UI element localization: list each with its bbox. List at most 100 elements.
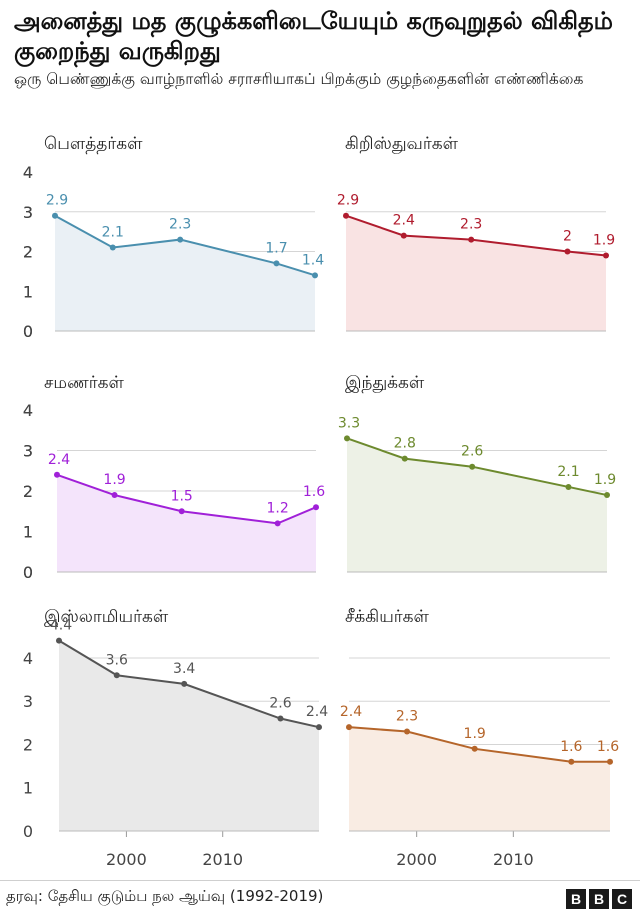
data-point	[274, 520, 281, 527]
y-tick-label: 0	[23, 322, 33, 341]
data-point	[277, 715, 284, 722]
data-point	[604, 492, 610, 499]
data-label: 1.4	[302, 252, 324, 268]
chart-panel: சீக்கியர்கள் 2.4 2.3 1.9 1.6 1.6 2000 2010	[340, 607, 619, 869]
x-tick-label: 2010	[202, 850, 243, 869]
data-point	[316, 724, 322, 731]
data-label: 1.6	[560, 739, 582, 755]
data-label: 2.1	[102, 225, 124, 241]
panel-title: கிறிஸ்துவர்கள்	[345, 134, 459, 154]
panel-title: பௌத்தர்கள்	[44, 134, 143, 154]
source-note: தரவு: தேசிய குடும்ப நல ஆய்வு (1992-2019)	[6, 887, 324, 905]
data-label: 2.1	[557, 464, 579, 480]
data-label: 2.3	[396, 709, 418, 725]
data-point	[113, 672, 120, 679]
data-label: 2.3	[169, 217, 191, 233]
data-point	[109, 244, 116, 251]
data-label: 2.3	[460, 217, 482, 233]
chart-panel: கிறிஸ்துவர்கள் 2.9 2.4 2.3 2 1.9 0 1 2 3 4	[23, 134, 615, 341]
y-tick-label: 4	[23, 401, 33, 420]
panel-title: இஸ்லாமியர்கள்	[44, 607, 169, 627]
data-point	[54, 471, 60, 478]
data-point	[312, 272, 318, 279]
y-tick-label: 2	[23, 482, 33, 501]
data-label: 2.8	[394, 436, 416, 452]
data-label: 1.5	[171, 488, 193, 504]
data-label: 2	[563, 229, 572, 245]
logo-letter: B	[566, 889, 586, 909]
data-label: 3.6	[106, 652, 128, 668]
y-tick-label: 2	[23, 735, 33, 754]
y-tick-label: 3	[23, 442, 33, 461]
data-point	[607, 758, 613, 765]
data-point	[52, 212, 58, 219]
data-point	[565, 483, 572, 490]
data-label: 1.9	[594, 472, 616, 488]
area-fill	[57, 474, 316, 572]
data-label: 3.4	[173, 661, 195, 677]
y-tick-label: 2	[23, 243, 33, 262]
panel-title: சீக்கியர்கள்	[345, 607, 430, 627]
logo-letter: C	[612, 889, 632, 909]
footer-divider	[0, 880, 640, 881]
y-tick-label: 0	[23, 563, 33, 582]
y-tick-label: 1	[23, 779, 33, 798]
x-tick-label: 2000	[396, 850, 437, 869]
data-label: 3.3	[338, 415, 360, 431]
chart-panel: இஸ்லாமியர்கள்4.4 3.6 3.4 2.6 2.4 0 1 2 3 4 2000 201…	[23, 607, 328, 869]
y-tick-label: 3	[23, 203, 33, 222]
panel-title: சமணர்கள்	[44, 373, 124, 393]
data-point	[603, 252, 609, 259]
y-tick-label: 0	[23, 822, 33, 841]
data-point	[181, 680, 188, 687]
chart-panel: பௌத்தர்கள் 2.9 2.1 2.3 1.7 1.4 0 1 2 3 4	[23, 134, 324, 341]
data-label: 4.4	[50, 618, 72, 634]
data-point	[343, 212, 349, 219]
data-point	[404, 728, 410, 735]
y-tick-label: 4	[23, 401, 33, 420]
y-tick-label: 3	[23, 442, 33, 461]
data-label: 2.4	[306, 704, 328, 720]
bbc-logo: B B C	[566, 889, 632, 909]
data-label: 1.6	[597, 739, 619, 755]
y-tick-label: 3	[23, 692, 33, 711]
y-tick-label: 0	[23, 563, 33, 582]
data-point	[177, 236, 184, 243]
data-label: 1.9	[593, 232, 615, 248]
area-fill	[55, 215, 315, 331]
data-label: 1.9	[103, 472, 125, 488]
data-label: 2.4	[48, 452, 70, 468]
y-tick-label: 0	[23, 322, 33, 341]
y-tick-label: 3	[23, 203, 33, 222]
data-point	[273, 260, 280, 267]
data-point	[346, 724, 352, 731]
data-point	[564, 248, 571, 255]
data-point	[56, 637, 62, 644]
data-point	[471, 745, 478, 752]
y-tick-label: 1	[23, 282, 33, 301]
data-label: 2.9	[46, 193, 68, 209]
chart-panel: சமணர்கள் 2.4 1.9 1.5 1.2 1.6 0 1 2 3 4	[23, 373, 325, 582]
y-tick-label: 2	[23, 243, 33, 262]
data-point	[313, 504, 319, 511]
data-point	[111, 492, 118, 499]
area-fill	[59, 640, 319, 831]
data-label: 1.2	[266, 500, 288, 516]
area-fill	[349, 727, 610, 831]
chart-subtitle: ஒரு பெண்ணுக்கு வாழ்நாளில் சராசரியாகப் பி…	[14, 70, 584, 88]
data-point	[400, 232, 407, 239]
y-tick-label: 1	[23, 523, 33, 542]
data-point	[469, 463, 476, 470]
y-tick-label: 4	[23, 649, 33, 668]
y-tick-label: 1	[23, 282, 33, 301]
data-label: 2.6	[461, 444, 483, 460]
data-point	[401, 455, 408, 462]
data-label: 1.6	[303, 484, 325, 500]
chart-panel: இந்துக்கள் 3.3 2.8 2.6 2.1 1.9 0 1 2 3 4	[23, 373, 616, 582]
y-tick-label: 2	[23, 482, 33, 501]
data-point	[568, 758, 575, 765]
y-tick-label: 4	[23, 163, 33, 182]
data-point	[468, 236, 475, 243]
data-point	[178, 508, 185, 515]
